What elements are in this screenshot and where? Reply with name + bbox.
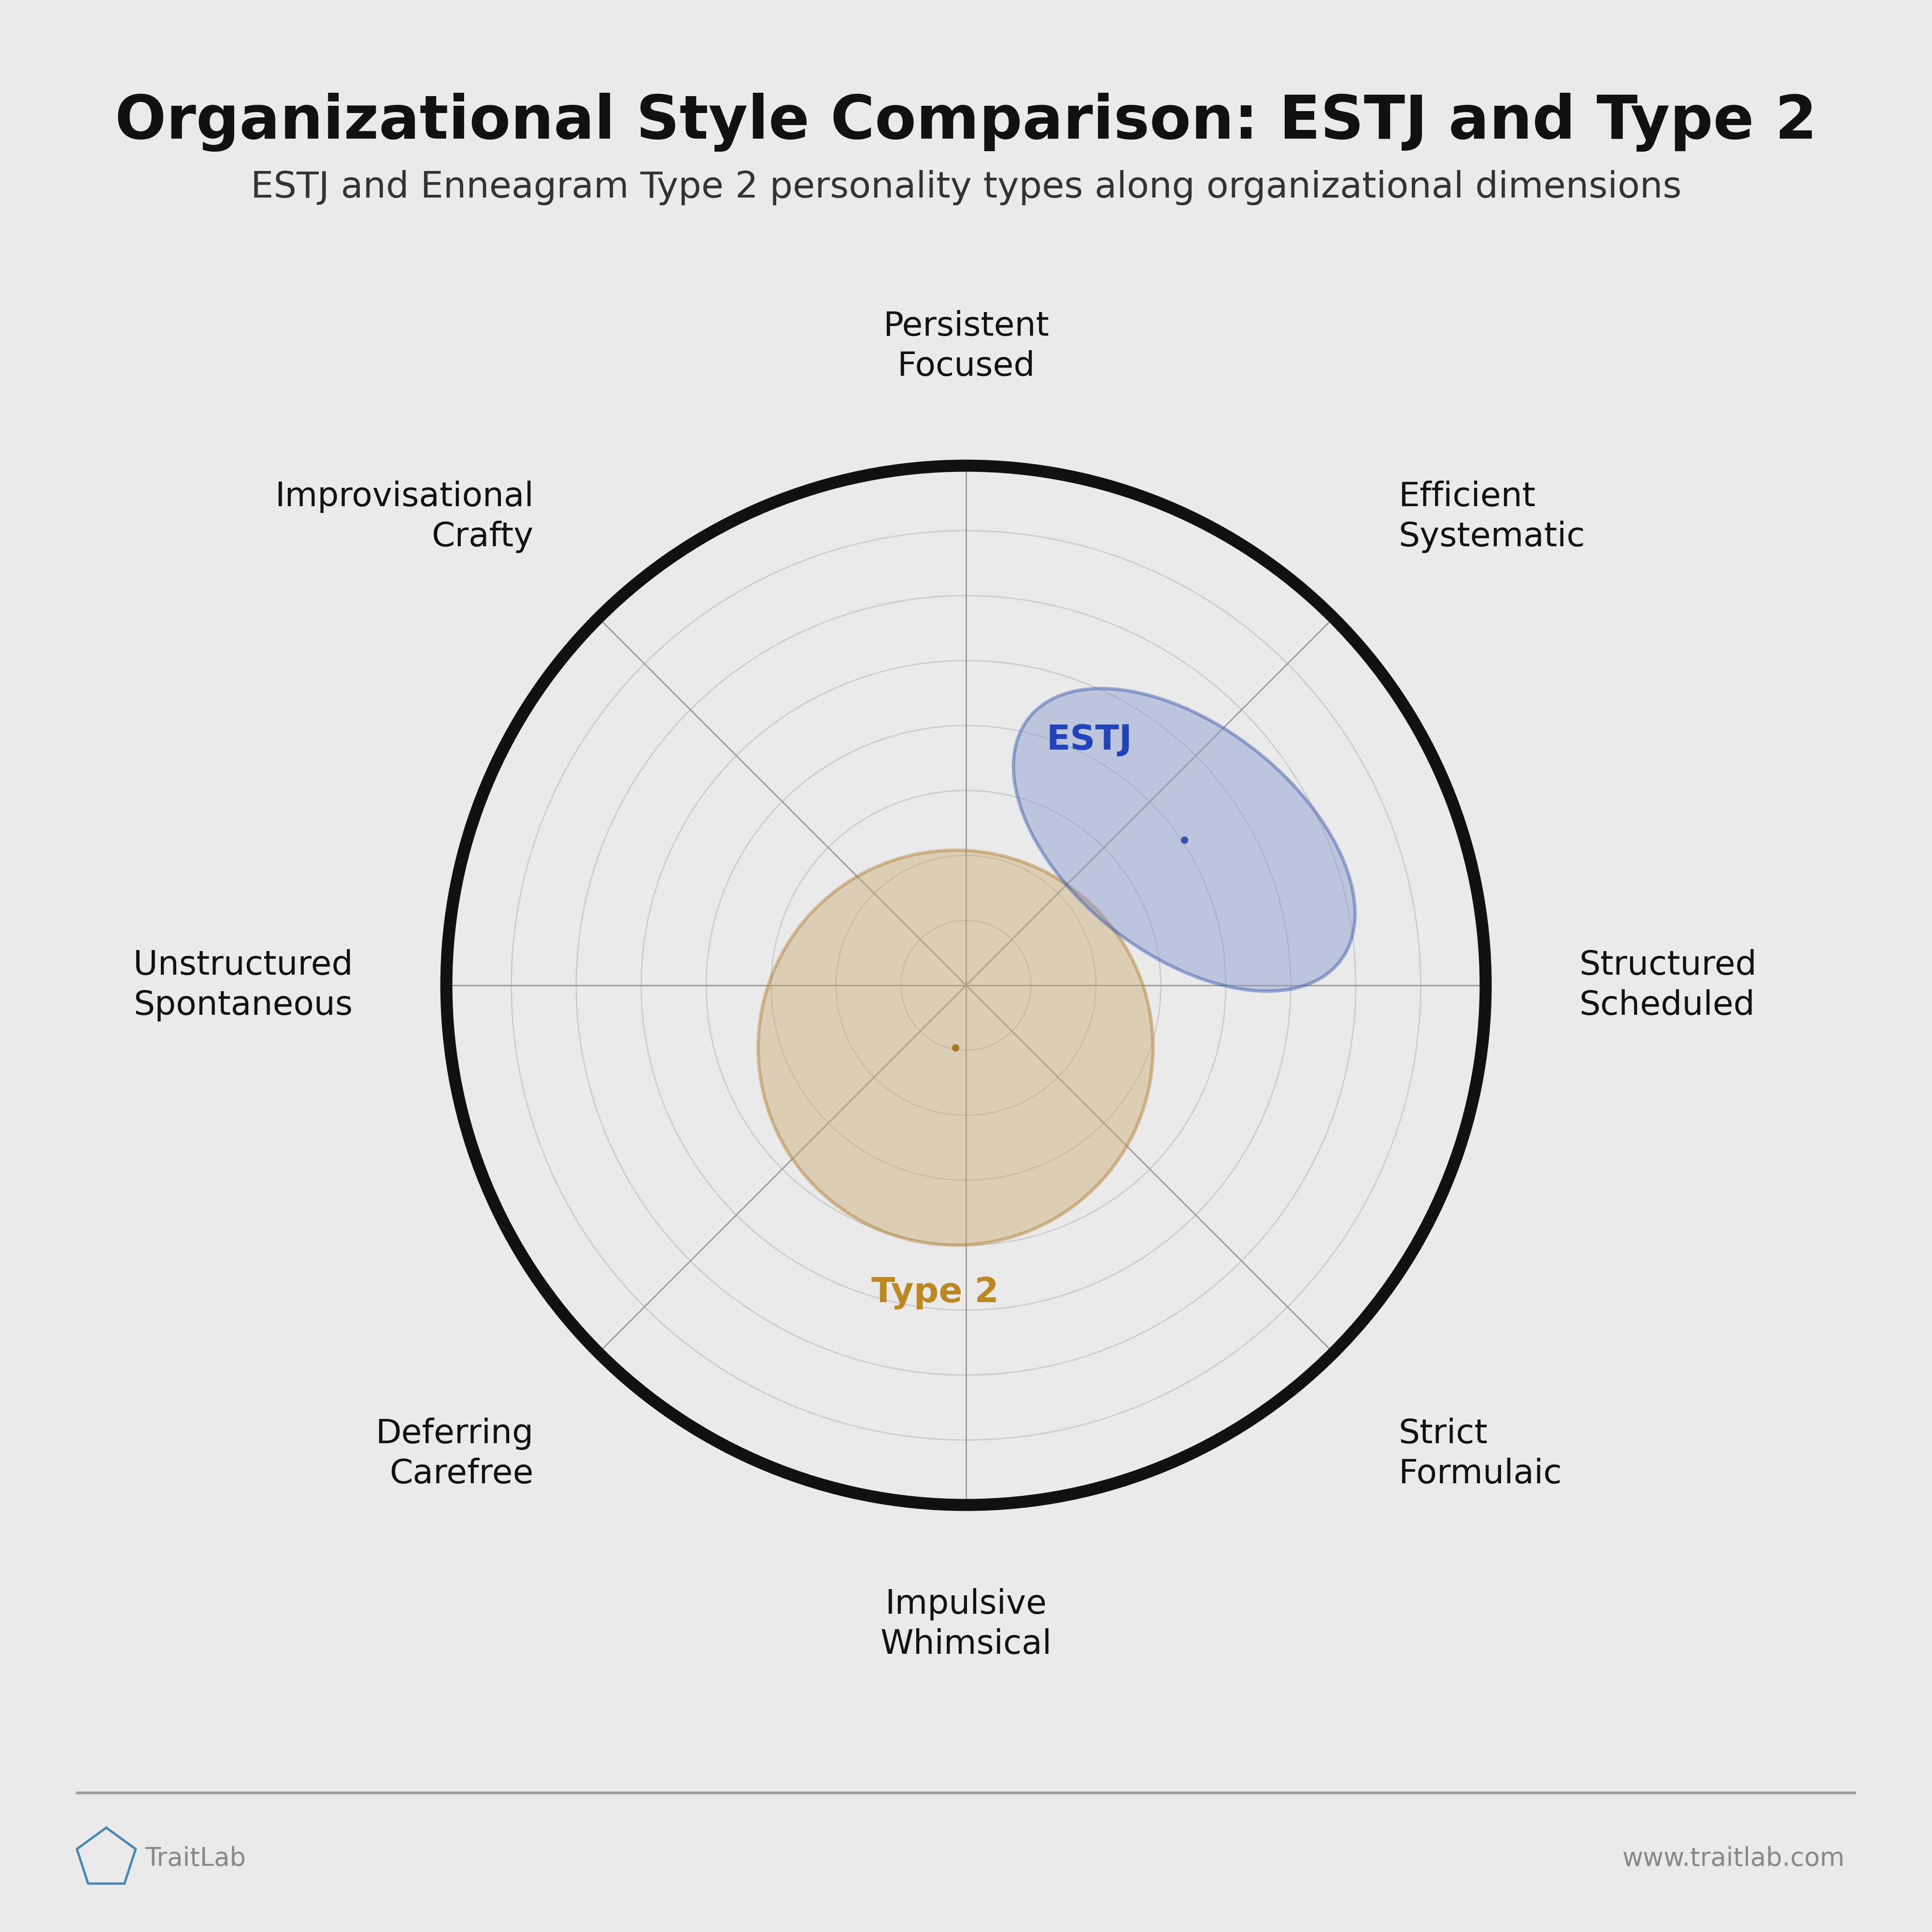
Text: Impulsive
Whimsical: Impulsive Whimsical — [881, 1588, 1051, 1660]
Ellipse shape — [1014, 688, 1354, 991]
Text: Persistent
Focused: Persistent Focused — [883, 311, 1049, 383]
Text: Strict
Formulaic: Strict Formulaic — [1399, 1418, 1561, 1490]
Text: Unstructured
Spontaneous: Unstructured Spontaneous — [133, 949, 354, 1022]
Text: Structured
Scheduled: Structured Scheduled — [1578, 949, 1756, 1022]
Text: Improvisational
Crafty: Improvisational Crafty — [274, 481, 533, 553]
Text: Type 2: Type 2 — [871, 1277, 999, 1310]
Text: Deferring
Carefree: Deferring Carefree — [375, 1418, 533, 1490]
Text: ESTJ: ESTJ — [1047, 723, 1132, 757]
Text: TraitLab: TraitLab — [145, 1847, 245, 1870]
Ellipse shape — [757, 850, 1153, 1244]
Text: Organizational Style Comparison: ESTJ and Type 2: Organizational Style Comparison: ESTJ an… — [116, 93, 1816, 153]
Text: www.traitlab.com: www.traitlab.com — [1623, 1847, 1845, 1870]
Text: ESTJ and Enneagram Type 2 personality types along organizational dimensions: ESTJ and Enneagram Type 2 personality ty… — [251, 170, 1681, 205]
Text: Efficient
Systematic: Efficient Systematic — [1399, 481, 1584, 553]
